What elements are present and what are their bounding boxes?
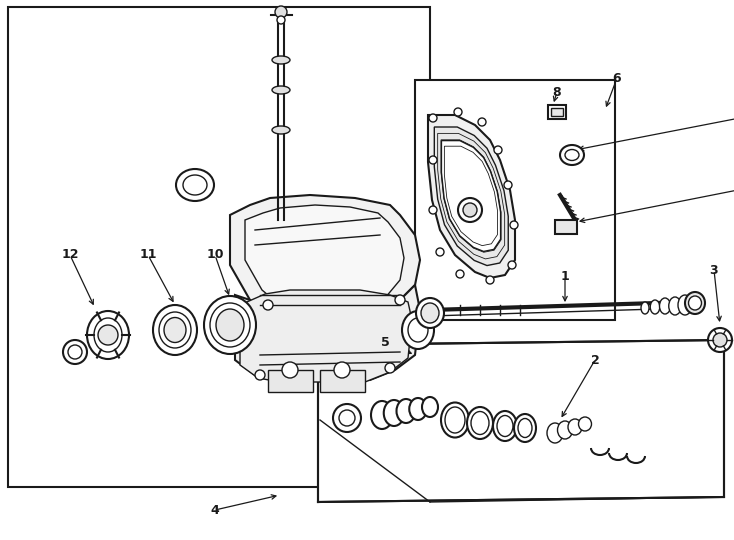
Circle shape <box>463 203 477 217</box>
Ellipse shape <box>204 296 256 354</box>
Circle shape <box>275 6 287 18</box>
Circle shape <box>508 261 516 269</box>
Ellipse shape <box>371 401 393 429</box>
Circle shape <box>713 333 727 347</box>
Ellipse shape <box>421 303 439 323</box>
Circle shape <box>339 410 355 426</box>
Ellipse shape <box>164 318 186 342</box>
Ellipse shape <box>210 303 250 347</box>
Ellipse shape <box>688 296 702 310</box>
Circle shape <box>385 363 395 373</box>
Circle shape <box>456 270 464 278</box>
Circle shape <box>429 206 437 214</box>
Circle shape <box>334 362 350 378</box>
Circle shape <box>454 108 462 116</box>
Circle shape <box>458 198 482 222</box>
Circle shape <box>255 370 265 380</box>
Circle shape <box>63 340 87 364</box>
Ellipse shape <box>408 318 428 342</box>
Ellipse shape <box>565 150 579 160</box>
Ellipse shape <box>497 415 513 436</box>
Ellipse shape <box>578 417 592 431</box>
Ellipse shape <box>94 318 122 352</box>
Circle shape <box>504 181 512 189</box>
Ellipse shape <box>445 407 465 433</box>
Circle shape <box>510 221 518 229</box>
Polygon shape <box>435 127 508 266</box>
Ellipse shape <box>560 145 584 165</box>
Ellipse shape <box>183 175 207 195</box>
Ellipse shape <box>685 292 705 314</box>
Ellipse shape <box>159 312 191 348</box>
Ellipse shape <box>641 302 649 314</box>
Bar <box>8 7 430 487</box>
Text: 10: 10 <box>206 248 224 261</box>
Bar <box>555 220 577 234</box>
Text: 3: 3 <box>710 264 719 276</box>
Circle shape <box>478 118 486 126</box>
Ellipse shape <box>416 298 444 328</box>
Ellipse shape <box>272 56 290 64</box>
Polygon shape <box>230 195 420 320</box>
Polygon shape <box>428 115 515 278</box>
Circle shape <box>282 362 298 378</box>
Ellipse shape <box>153 305 197 355</box>
Ellipse shape <box>422 397 438 417</box>
Bar <box>320 370 365 392</box>
Polygon shape <box>441 140 501 252</box>
Polygon shape <box>245 205 404 310</box>
Ellipse shape <box>678 295 692 315</box>
Text: 1: 1 <box>561 271 570 284</box>
Ellipse shape <box>650 300 660 314</box>
Ellipse shape <box>216 309 244 341</box>
Ellipse shape <box>467 407 493 439</box>
Circle shape <box>333 404 361 432</box>
Ellipse shape <box>396 399 415 423</box>
Text: 4: 4 <box>211 503 219 516</box>
Text: 11: 11 <box>139 248 157 261</box>
Ellipse shape <box>518 418 532 437</box>
Text: 12: 12 <box>61 248 79 261</box>
Bar <box>415 80 615 320</box>
Text: 6: 6 <box>613 71 621 84</box>
Ellipse shape <box>384 400 404 426</box>
Circle shape <box>263 300 273 310</box>
Text: 8: 8 <box>553 85 562 98</box>
Circle shape <box>98 325 118 345</box>
Circle shape <box>429 156 437 164</box>
Circle shape <box>436 248 444 256</box>
Ellipse shape <box>272 126 290 134</box>
Ellipse shape <box>402 311 434 349</box>
Ellipse shape <box>471 411 489 435</box>
Polygon shape <box>235 285 420 380</box>
Ellipse shape <box>272 86 290 94</box>
Circle shape <box>395 295 405 305</box>
Ellipse shape <box>660 298 670 314</box>
Circle shape <box>486 276 494 284</box>
Circle shape <box>708 328 732 352</box>
Text: 5: 5 <box>381 335 389 348</box>
Bar <box>551 108 563 116</box>
Circle shape <box>68 345 82 359</box>
Ellipse shape <box>410 398 426 420</box>
Ellipse shape <box>669 297 681 315</box>
Ellipse shape <box>441 402 469 437</box>
Ellipse shape <box>568 419 582 435</box>
Ellipse shape <box>514 414 536 442</box>
Polygon shape <box>318 340 724 502</box>
Ellipse shape <box>87 311 129 359</box>
Text: 2: 2 <box>591 354 600 367</box>
Circle shape <box>494 146 502 154</box>
Ellipse shape <box>547 423 563 443</box>
Ellipse shape <box>176 169 214 201</box>
Polygon shape <box>240 290 412 382</box>
Bar <box>268 370 313 392</box>
Circle shape <box>277 16 285 24</box>
Ellipse shape <box>493 411 517 441</box>
Circle shape <box>429 114 437 122</box>
Ellipse shape <box>558 421 573 439</box>
Bar <box>548 105 566 119</box>
